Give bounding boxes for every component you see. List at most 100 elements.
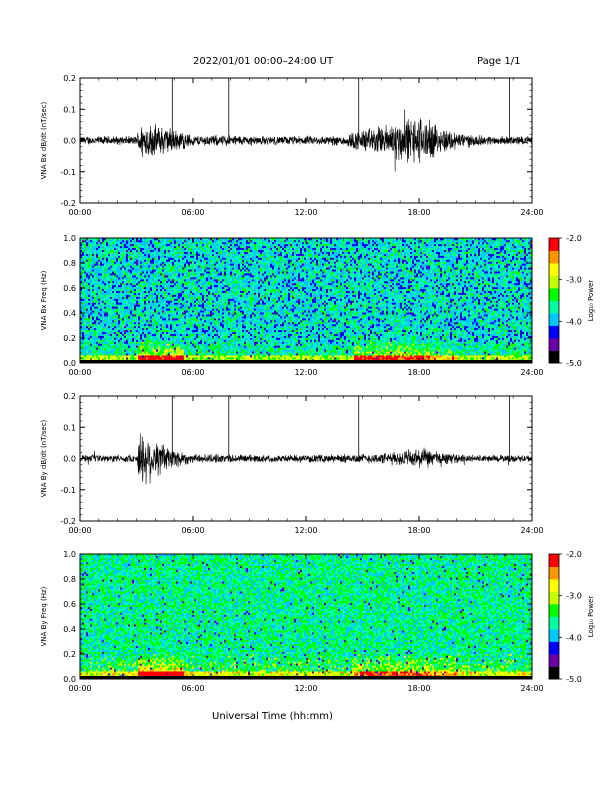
spectrogram-cell [192, 316, 194, 318]
spectrogram-cell [98, 332, 100, 334]
spectrogram-cell [196, 345, 198, 347]
spectrogram-cell [190, 291, 192, 293]
spectrogram-cell [180, 353, 182, 355]
spectrogram-cell [170, 256, 172, 258]
spectrogram-cell [92, 297, 94, 299]
spectrogram-cell [128, 347, 130, 349]
spectrogram-cell [120, 283, 122, 285]
spectrogram-cell [100, 320, 102, 322]
spectrogram-cell [112, 334, 114, 336]
spectrogram-cell [146, 246, 148, 248]
spectrogram-cell [176, 345, 178, 347]
spectrogram-cell [196, 338, 198, 340]
spectrogram-cell [152, 291, 154, 293]
spectrogram-cell [174, 334, 176, 336]
spectrogram-cell [122, 279, 124, 281]
spectrogram-cell [170, 244, 172, 246]
spectrogram-cell [120, 285, 122, 287]
spectrogram-cell [214, 275, 216, 277]
spectrogram-cell [136, 271, 138, 273]
spectrogram-cell [186, 357, 188, 359]
spectrogram-cell [156, 351, 158, 353]
spectrogram-cell [202, 342, 204, 344]
spectrogram-cell [146, 295, 148, 297]
spectrogram-cell [96, 318, 98, 320]
spectrogram-cell [170, 310, 172, 312]
spectrogram-cell [166, 338, 168, 340]
spectrogram-cell [144, 357, 146, 359]
spectrogram-cell [184, 267, 186, 269]
spectrogram-cell [114, 279, 116, 281]
spectrogram-cell [134, 279, 136, 281]
spectrogram-cell [216, 295, 218, 297]
spectrogram-cell [166, 340, 168, 342]
spectrogram-cell [138, 357, 140, 359]
spectrogram-cell [202, 312, 204, 314]
spectrogram-cell [112, 256, 114, 258]
spectrogram-cell [204, 345, 206, 347]
spectrogram-cell [108, 336, 110, 338]
spectrogram-cell [154, 285, 156, 287]
spectrogram-cell [194, 297, 196, 299]
spectrogram-cell [178, 244, 180, 246]
spectrogram-cell [152, 258, 154, 260]
spectrogram-cell [164, 279, 166, 281]
spectrogram-cell [194, 267, 196, 269]
spectrogram-cell [116, 306, 118, 308]
spectrogram-cell [198, 281, 200, 283]
spectrogram-cell [108, 281, 110, 283]
spectrogram-cell [98, 302, 100, 304]
spectrogram-cell [214, 289, 216, 291]
spectrogram-cell [120, 258, 122, 260]
spectrogram-cell [132, 345, 134, 347]
spectrogram-cell [170, 287, 172, 289]
spectrogram-cell [222, 302, 224, 304]
spectrogram-cell [116, 304, 118, 306]
spectrogram-cell [138, 316, 140, 318]
spectrogram-cell [218, 353, 220, 355]
spectrogram-cell [184, 246, 186, 248]
spectrogram-cell [170, 254, 172, 256]
spectrogram-cell [158, 291, 160, 293]
spectrogram-cell [148, 287, 150, 289]
spectrogram-cell [216, 287, 218, 289]
spectrogram-cell [96, 334, 98, 336]
spectrogram-cell [200, 285, 202, 287]
spectrogram-cell [222, 297, 224, 299]
spectrogram-cell [198, 355, 200, 357]
spectrogram-cell [166, 306, 168, 308]
spectrogram-cell [88, 336, 90, 338]
spectrogram-cell [162, 248, 164, 250]
spectrogram-cell [204, 357, 206, 359]
spectrogram-cell [204, 349, 206, 351]
spectrogram-cell [120, 254, 122, 256]
spectrogram-cell [94, 336, 96, 338]
spectrogram-cell [138, 306, 140, 308]
spectrogram-cell [114, 242, 116, 244]
spectrogram-cell [198, 248, 200, 250]
spectrogram-cell [84, 277, 86, 279]
spectrogram-cell [208, 244, 210, 246]
spectrogram-cell [140, 353, 142, 355]
spectrogram-cell [196, 306, 198, 308]
spectrogram-cell [120, 310, 122, 312]
spectrogram-cell [206, 293, 208, 295]
spectrogram-cell [130, 347, 132, 349]
spectrogram-cell [204, 283, 206, 285]
spectrogram-cell [208, 301, 210, 303]
spectrogram-cell [106, 285, 108, 287]
spectrogram-cell [150, 242, 152, 244]
spectrogram-cell [112, 297, 114, 299]
spectrogram-cell [118, 281, 120, 283]
spectrogram-cell [96, 242, 98, 244]
spectrogram-cell [222, 351, 224, 353]
spectrogram-cell [102, 269, 104, 271]
spectrogram-cell [198, 240, 200, 242]
spectrogram-cell [110, 258, 112, 260]
spectrogram-cell [216, 256, 218, 258]
spectrogram-cell [218, 275, 220, 277]
spectrogram-cell [92, 326, 94, 328]
spectrogram-cell [112, 351, 114, 353]
spectrogram-cell [170, 343, 172, 345]
spectrogram-cell [208, 326, 210, 328]
